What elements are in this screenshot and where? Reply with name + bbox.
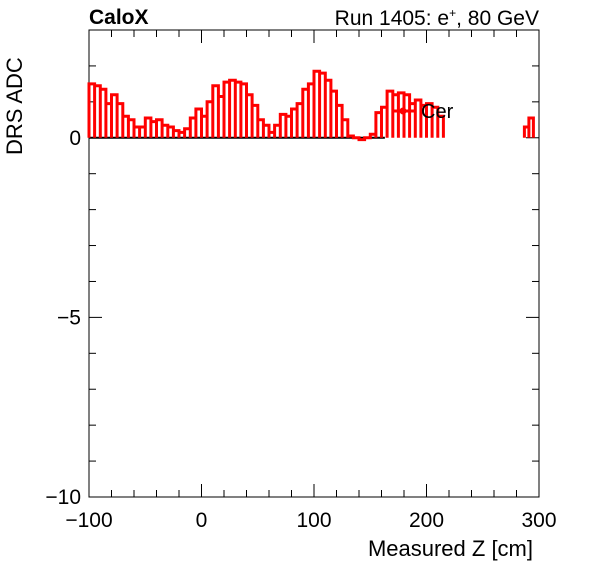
series-line-segment [522,116,535,138]
run-info-suffix: , 80 GeV [456,7,539,30]
x-tick-label: 0 [196,509,208,532]
x-tick-label: 200 [409,509,444,532]
legend-label: Cer [421,101,454,123]
legend: Cer [392,101,454,123]
legend-marker [399,107,407,115]
axis-tick-labels: −100 0 100 200 300 −10 −5 0 [45,127,556,532]
y-axis-title: DRS ADC [2,57,27,155]
x-tick-label: 100 [296,509,331,532]
run-info-label: Run 1405: e+, 80 GeV [335,6,539,31]
run-info-prefix: Run 1405: e [334,7,450,30]
x-tick-label: 300 [521,509,556,532]
x-tick-label: −100 [65,509,112,532]
series-layer [87,69,535,142]
x-axis-title: Measured Z [cm] [367,536,533,561]
y-tick-label: −5 [57,306,81,329]
axis-ticks [88,29,540,498]
y-tick-label: 0 [69,127,81,150]
series-line-segment [87,69,445,142]
run-info-charge: + [449,6,457,20]
y-tick-label: −10 [45,486,81,509]
brand-label: CaloX [89,6,149,29]
